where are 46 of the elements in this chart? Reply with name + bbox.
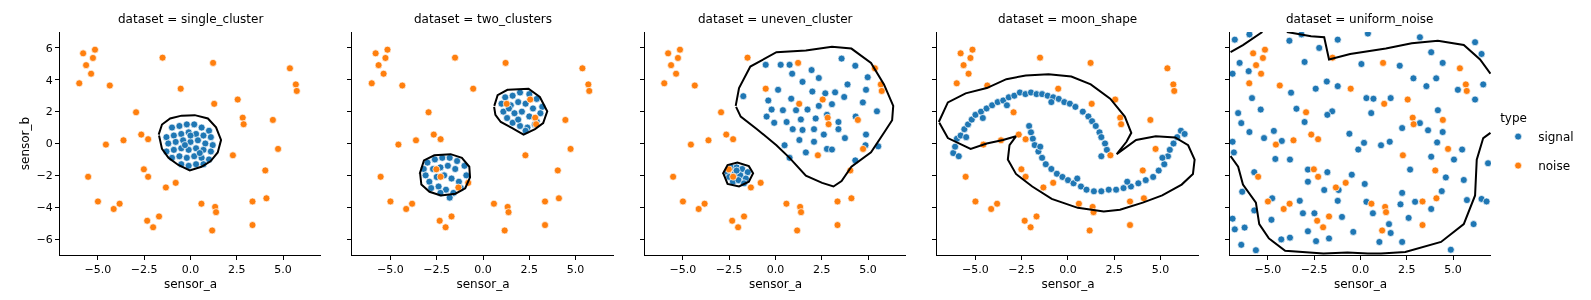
x-tick-label: 5.0 [274,263,292,277]
x-tick-label: 5.0 [566,263,585,277]
legend-label: signal [1538,130,1574,145]
x-tick-label: −2.5 [423,263,451,277]
x-tick-label: 2.5 [813,263,831,277]
y-tick-label: −2 [36,169,53,183]
x-tick-label: 0.0 [474,263,492,277]
chart-title: dataset = uneven_cluster [698,12,853,26]
y-tick-label: 6 [45,41,53,55]
x-axis-title: sensor_a [163,277,218,292]
y-axis-title: sensor_b [17,116,32,171]
chart-title: dataset = two_clusters [414,12,552,26]
x-tick-label: 5.0 [859,263,877,277]
x-tick-label: 2.5 [228,263,246,277]
x-axis-title: sensor_a [1041,277,1095,292]
x-tick-label: −5.0 [669,263,697,277]
legend-title: type [1500,111,1527,126]
x-tick-label: 0.0 [766,263,785,277]
y-tick-label: 2 [45,105,53,119]
x-tick-label: −5.0 [962,263,989,277]
x-tick-label: −2.5 [715,263,743,277]
x-tick-label: 0.0 [1351,263,1370,277]
x-tick-label: −2.5 [1008,263,1036,277]
y-tick-label: −4 [36,201,53,215]
x-axis-title: sensor_a [748,277,803,292]
legend-label: noise [1538,159,1571,174]
x-tick-label: −5.0 [377,263,404,277]
x-tick-label: 5.0 [1444,263,1462,277]
x-tick-label: 2.5 [520,263,539,277]
x-tick-label: −5.0 [84,263,112,277]
x-tick-label: 5.0 [1151,263,1170,277]
chart-title: dataset = uniform_noise [1286,12,1434,26]
x-tick-label: 0.0 [181,263,200,277]
x-axis-title: sensor_a [1333,277,1388,292]
x-tick-label: 0.0 [1059,263,1077,277]
x-tick-label: 2.5 [1105,263,1124,277]
y-tick-label: 0 [45,137,53,151]
x-tick-label: 2.5 [1398,263,1416,277]
y-tick-label: −6 [36,232,53,246]
x-axis-title: sensor_a [456,277,510,292]
chart-title: dataset = single_cluster [118,12,264,26]
x-tick-label: −2.5 [130,263,158,277]
x-tick-label: −2.5 [1300,263,1328,277]
y-tick-label: 4 [45,73,53,87]
chart-title: dataset = moon_shape [998,12,1138,26]
x-tick-label: −5.0 [1254,263,1282,277]
